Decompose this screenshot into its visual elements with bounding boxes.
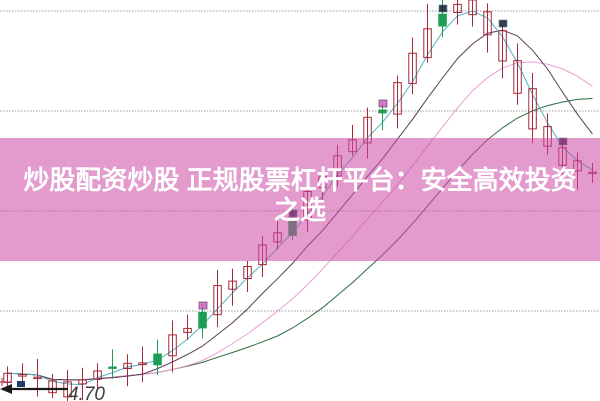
svg-text:4.70: 4.70 bbox=[68, 384, 105, 401]
